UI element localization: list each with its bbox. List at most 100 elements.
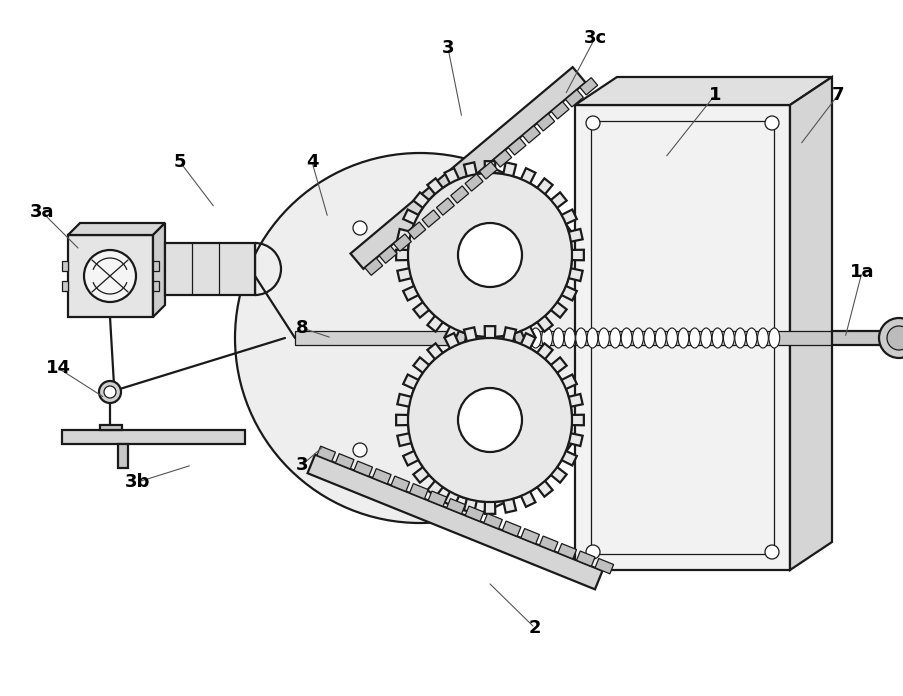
Ellipse shape — [700, 328, 711, 348]
Polygon shape — [502, 521, 520, 537]
Polygon shape — [100, 425, 122, 430]
Ellipse shape — [643, 328, 654, 348]
Polygon shape — [451, 186, 468, 203]
Polygon shape — [493, 150, 511, 167]
Circle shape — [352, 221, 367, 235]
Polygon shape — [294, 331, 574, 345]
Text: 5: 5 — [173, 153, 186, 171]
Polygon shape — [522, 126, 540, 143]
Polygon shape — [153, 281, 159, 291]
Polygon shape — [436, 198, 454, 215]
Circle shape — [235, 153, 604, 523]
Polygon shape — [409, 484, 428, 499]
Polygon shape — [393, 234, 411, 251]
Text: 4: 4 — [305, 153, 318, 171]
Circle shape — [407, 338, 572, 502]
Polygon shape — [62, 281, 68, 291]
Text: 1: 1 — [708, 86, 721, 104]
Polygon shape — [422, 210, 440, 227]
Polygon shape — [396, 161, 583, 349]
Polygon shape — [465, 506, 483, 521]
Text: 14: 14 — [45, 359, 70, 377]
Polygon shape — [407, 222, 425, 239]
Polygon shape — [574, 331, 831, 345]
Polygon shape — [551, 102, 568, 119]
Circle shape — [585, 545, 600, 559]
Polygon shape — [576, 551, 594, 567]
Ellipse shape — [745, 328, 756, 348]
Circle shape — [99, 381, 121, 403]
Ellipse shape — [598, 328, 609, 348]
Circle shape — [585, 116, 600, 130]
Text: 2: 2 — [528, 619, 541, 637]
Polygon shape — [153, 223, 165, 317]
Polygon shape — [350, 67, 585, 269]
Ellipse shape — [530, 328, 541, 348]
Text: 3a: 3a — [30, 203, 54, 221]
Circle shape — [458, 388, 521, 452]
Polygon shape — [591, 121, 773, 554]
Polygon shape — [520, 528, 539, 544]
Polygon shape — [396, 326, 583, 514]
Ellipse shape — [768, 328, 779, 348]
Polygon shape — [446, 498, 465, 514]
Polygon shape — [536, 113, 554, 131]
Polygon shape — [483, 514, 502, 529]
Polygon shape — [557, 544, 576, 559]
Polygon shape — [372, 468, 391, 484]
Polygon shape — [831, 331, 886, 345]
Circle shape — [764, 545, 778, 559]
Ellipse shape — [610, 328, 620, 348]
Ellipse shape — [666, 328, 676, 348]
Text: 3b: 3b — [126, 473, 151, 491]
Circle shape — [764, 116, 778, 130]
Polygon shape — [428, 491, 446, 507]
Polygon shape — [365, 258, 382, 276]
Ellipse shape — [677, 328, 688, 348]
Polygon shape — [68, 223, 165, 235]
Ellipse shape — [575, 328, 586, 348]
Polygon shape — [539, 536, 557, 551]
Polygon shape — [789, 77, 831, 570]
Ellipse shape — [541, 328, 552, 348]
Ellipse shape — [757, 328, 768, 348]
Polygon shape — [507, 138, 526, 155]
Polygon shape — [579, 78, 597, 95]
Circle shape — [458, 223, 521, 287]
Ellipse shape — [632, 328, 643, 348]
Text: 7: 7 — [831, 86, 843, 104]
Polygon shape — [574, 105, 789, 570]
Ellipse shape — [734, 328, 745, 348]
Polygon shape — [118, 444, 128, 468]
Polygon shape — [354, 461, 372, 476]
Circle shape — [878, 318, 903, 358]
Polygon shape — [465, 174, 482, 191]
Ellipse shape — [620, 328, 631, 348]
Polygon shape — [479, 162, 497, 179]
Polygon shape — [594, 558, 613, 574]
Polygon shape — [62, 430, 245, 444]
Text: 1a: 1a — [849, 263, 873, 281]
Ellipse shape — [563, 328, 574, 348]
Polygon shape — [378, 246, 396, 263]
Text: 3c: 3c — [582, 29, 606, 47]
Text: 8: 8 — [295, 319, 308, 337]
Text: 3: 3 — [442, 39, 453, 57]
Polygon shape — [564, 90, 582, 107]
Text: 3: 3 — [295, 456, 308, 474]
Polygon shape — [391, 476, 409, 491]
Polygon shape — [335, 454, 354, 469]
Circle shape — [352, 443, 367, 457]
Circle shape — [104, 386, 116, 398]
Ellipse shape — [553, 328, 563, 348]
Polygon shape — [153, 261, 159, 271]
Ellipse shape — [722, 328, 733, 348]
Circle shape — [84, 250, 135, 302]
Polygon shape — [62, 261, 68, 271]
Circle shape — [407, 173, 572, 337]
Polygon shape — [68, 235, 153, 317]
Polygon shape — [317, 446, 335, 461]
Ellipse shape — [586, 328, 597, 348]
Circle shape — [886, 326, 903, 350]
Ellipse shape — [712, 328, 722, 348]
